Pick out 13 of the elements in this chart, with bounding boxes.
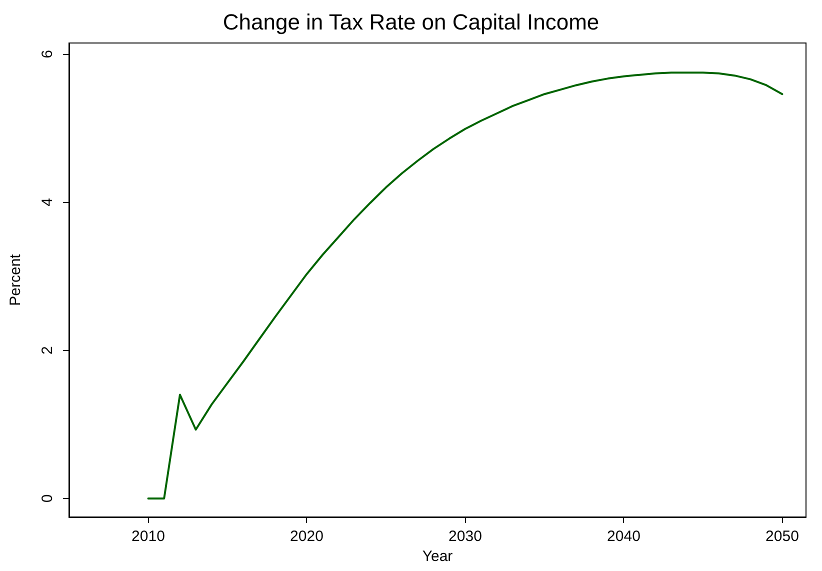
x-tick-label: 2040 — [607, 528, 640, 545]
y-tick-label: 4 — [39, 198, 56, 206]
y-axis-title: Percent — [7, 253, 24, 306]
y-tick-label: 0 — [39, 494, 56, 503]
y-tick-label: 2 — [39, 346, 56, 355]
line-series — [147, 72, 784, 500]
x-tick-label: 2050 — [766, 528, 799, 545]
x-axis-title: Year — [422, 548, 453, 565]
x-tick-label: 2010 — [132, 528, 165, 545]
x-tick-label: 2030 — [448, 528, 482, 545]
y-tick-label: 6 — [39, 50, 56, 58]
x-tick-label: 2020 — [290, 528, 324, 545]
chart-title: Change in Tax Rate on Capital Income — [222, 10, 600, 34]
